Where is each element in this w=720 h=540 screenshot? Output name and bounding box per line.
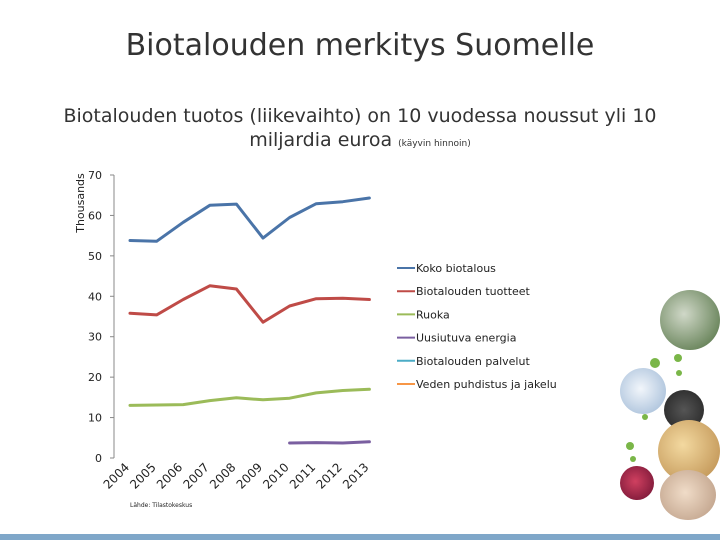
y-tick-label: 0	[95, 452, 102, 465]
y-tick-label: 70	[88, 169, 102, 182]
shell-photo	[660, 470, 716, 520]
legend-label: Uusiutuva energia	[416, 332, 516, 345]
subtitle-note: (käyvin hinnoin)	[398, 139, 471, 149]
subtitle-line1: Biotalouden tuotos (liikevaihto) on 10 v…	[63, 105, 657, 127]
y-tick-label: 40	[88, 290, 102, 303]
x-tick-label: 2004	[101, 460, 132, 491]
legend-label: Biotalouden palvelut	[416, 355, 530, 368]
series-line	[128, 196, 371, 243]
green-dot	[650, 358, 660, 368]
x-tick-label: 2011	[287, 460, 318, 491]
x-tick-label: 2008	[207, 460, 238, 491]
x-tick-label: 2009	[234, 460, 265, 491]
x-tick-label: 2010	[260, 460, 291, 491]
line-chart: 0 10 20 30 40 50 60 70 200420052006200720082009…	[74, 169, 557, 509]
x-tick-label: 2007	[180, 460, 211, 491]
y-ticks: 0 10 20 30 40 50 60 70	[88, 169, 114, 465]
slide-subtitle: Biotalouden tuotos (liikevaihto) on 10 v…	[40, 104, 680, 156]
x-tick-label: 2012	[313, 460, 344, 491]
decorative-photos	[620, 270, 720, 520]
legend-label: Veden puhdistus ja jakelu	[416, 378, 557, 391]
y-tick-label: 60	[88, 209, 102, 222]
series-line	[128, 387, 371, 407]
legend-label: Ruoka	[416, 308, 450, 321]
chart-legend: Koko biotalous Biotalouden tuotteet Ruoka U…	[397, 262, 557, 391]
legend-label: Biotalouden tuotteet	[416, 285, 531, 298]
bottle-product-photo	[620, 368, 666, 414]
fuel-pump-photo	[660, 290, 720, 350]
x-tick-label: 2013	[340, 460, 371, 491]
green-dot	[676, 370, 682, 376]
y-tick-label: 20	[88, 371, 102, 384]
green-dot	[674, 354, 682, 362]
green-dot	[642, 414, 648, 420]
y-tick-label: 50	[88, 250, 102, 263]
y-tick-label: 30	[88, 331, 102, 344]
berries-photo	[620, 466, 654, 500]
footer-bar	[0, 534, 720, 540]
subtitle-line2: miljardia euroa	[249, 129, 393, 151]
y-tick-label: 10	[88, 412, 102, 425]
x-tick-label: 2005	[127, 460, 158, 491]
series-line	[288, 440, 371, 445]
slide-title: Biotalouden merkitys Suomelle	[125, 28, 595, 63]
legend-label: Koko biotalous	[416, 262, 496, 275]
green-dot	[630, 456, 636, 462]
green-dot	[626, 442, 634, 450]
series-line	[128, 284, 371, 324]
x-tick-label: 2006	[154, 460, 185, 491]
source-note: Lähde: Tilastokeskus	[130, 502, 192, 509]
y-axis-label: Thousands	[74, 173, 87, 234]
series-lines	[128, 196, 371, 445]
